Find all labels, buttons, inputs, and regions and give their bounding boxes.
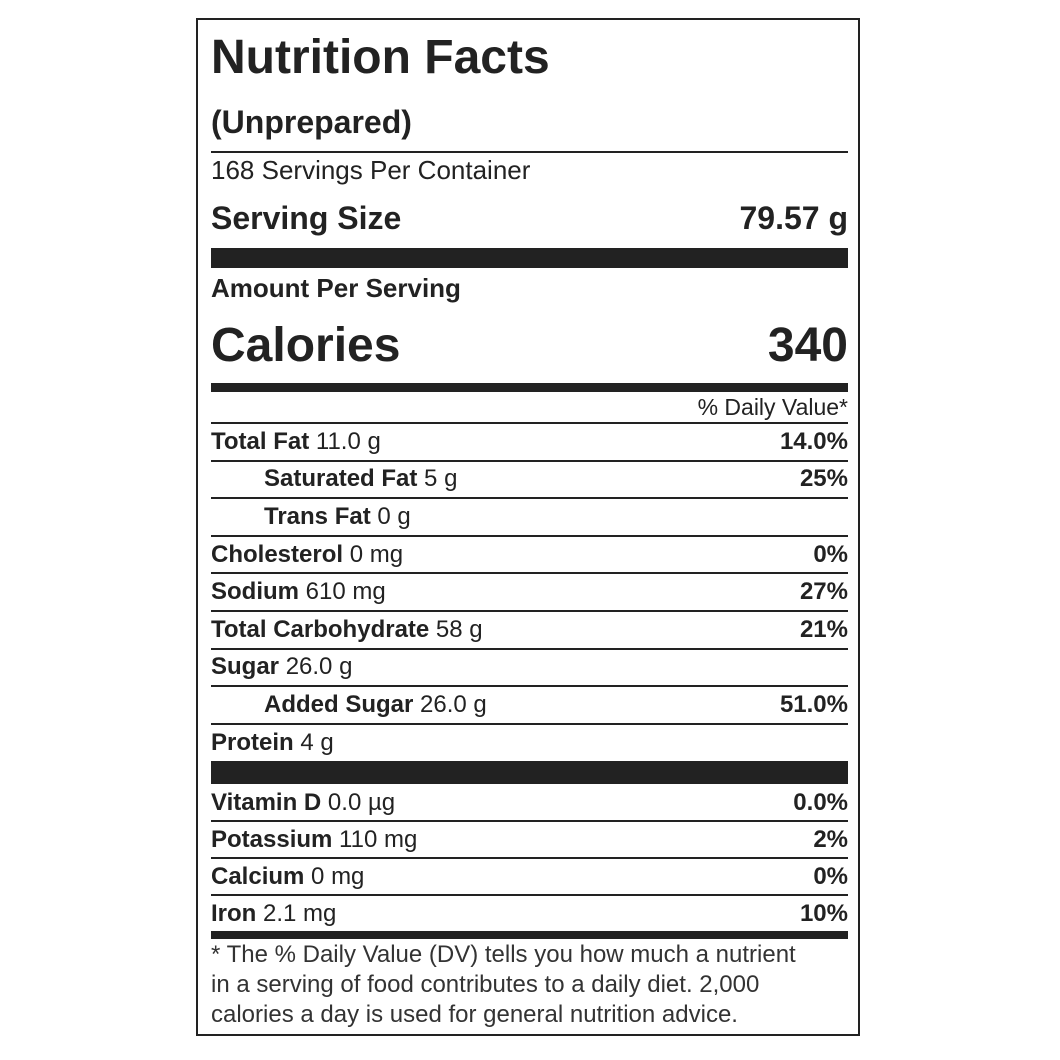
nutrient-row: Cholesterol 0 mg [211,540,404,568]
nutrient-dv: 51.0% [779,691,848,718]
footnote-line: calories a day is used for general nutri… [211,1001,738,1028]
nutrient-row: Iron 2.1 mg [211,899,337,927]
nutrient-row: Vitamin D 0.0 µg [211,788,396,816]
rule [211,422,848,424]
nutrient-dv: 25% [799,465,848,493]
serving-size-value: 79.57 g [739,200,848,236]
nutrient-name: Added Sugar [264,691,414,718]
footnote-line: * The % Daily Value (DV) tells you how m… [211,941,796,968]
row-rule [211,497,848,500]
nutrient-amount: 5 g [424,465,458,493]
nutrient-name: Sugar [211,653,280,681]
medium-rule [211,931,848,939]
footnote-line: in a serving of food contributes to a da… [211,971,760,998]
nutrient-amount: 11.0 g [315,427,381,455]
nutrient-amount: 0.0 µg [327,788,396,816]
nutrient-name: Vitamin D [211,788,322,816]
nutrient-row: Protein 4 g [211,728,334,756]
row-rule [211,647,848,650]
nutrient-amount: 2.1 mg [263,899,337,927]
nutrient-amount: 26.0 g [285,653,353,681]
nutrient-name: Saturated Fat [264,465,418,493]
nutrient-row: Sodium 610 mg [211,580,386,604]
nutrient-name: Protein [211,728,294,756]
thick-rule [211,761,848,784]
nutrient-name: Cholesterol [211,540,344,568]
nutrient-row: Added Sugar 26.0 g [264,693,487,717]
thick-rule [211,248,848,268]
row-rule [211,722,848,725]
row-rule [211,857,848,859]
nutrient-name: Total Carbohydrate [211,615,430,643]
servings: 168 Servings Per Container [211,155,531,185]
nutrient-name: Total Fat [211,427,310,455]
rule [211,151,848,153]
nutrient-row: Total Carbohydrate 58 g [211,615,483,643]
nutrient-dv: 2% [813,825,848,853]
row-rule [211,610,848,612]
daily-value-header: % Daily Value* [697,394,848,420]
nutrient-amount: 0 g [377,503,411,530]
serving-size-label: Serving Size [211,200,402,236]
row-rule [211,534,848,537]
nutrient-row: Calcium 0 mg [211,862,365,890]
nutrient-name: Trans Fat [264,503,371,530]
nutrient-row: Total Fat 11.0 g [211,427,381,455]
row-rule [211,894,848,896]
nutrient-row: Saturated Fat 5 g [264,467,457,491]
nutrient-amount: 4 g [300,728,334,756]
subtitle: (Unprepared) [211,104,412,140]
nutrient-amount: 0 mg [349,540,404,568]
nutrient-row: Trans Fat 0 g [264,505,411,529]
calories-value: 340 [767,319,848,372]
nutrient-amount: 610 mg [305,578,386,606]
amount-per-serving: Amount Per Serving [211,273,461,303]
nutrient-dv: 0% [813,540,848,568]
medium-rule [211,383,848,392]
nutrient-name: Calcium [211,862,305,890]
nutrient-name: Iron [211,899,257,927]
nutrient-dv: 14.0% [779,427,848,455]
nutrient-amount: 58 g [435,615,483,643]
nutrient-row: Sugar 26.0 g [211,655,352,679]
nutrient-name: Potassium [211,825,333,853]
nutrient-dv: 0% [813,862,848,890]
nutrient-dv: 21% [799,615,848,643]
row-rule [211,572,848,575]
nutrient-dv: 0.0% [793,788,848,816]
nutrient-dv: 27% [799,578,848,606]
nutrient-dv: 10% [799,899,848,927]
nutrient-row: Potassium 110 mg [211,825,418,853]
label-border [196,18,860,1036]
row-rule [211,820,848,822]
row-rule [211,459,848,462]
nutrient-amount: 0 mg [311,862,365,890]
calories-label: Calories [211,319,401,372]
row-rule [211,685,848,688]
nutrient-amount: 26.0 g [420,691,487,718]
title: Nutrition Facts [211,31,550,84]
nutrient-amount: 110 mg [339,825,418,853]
nutrient-name: Sodium [211,578,299,606]
